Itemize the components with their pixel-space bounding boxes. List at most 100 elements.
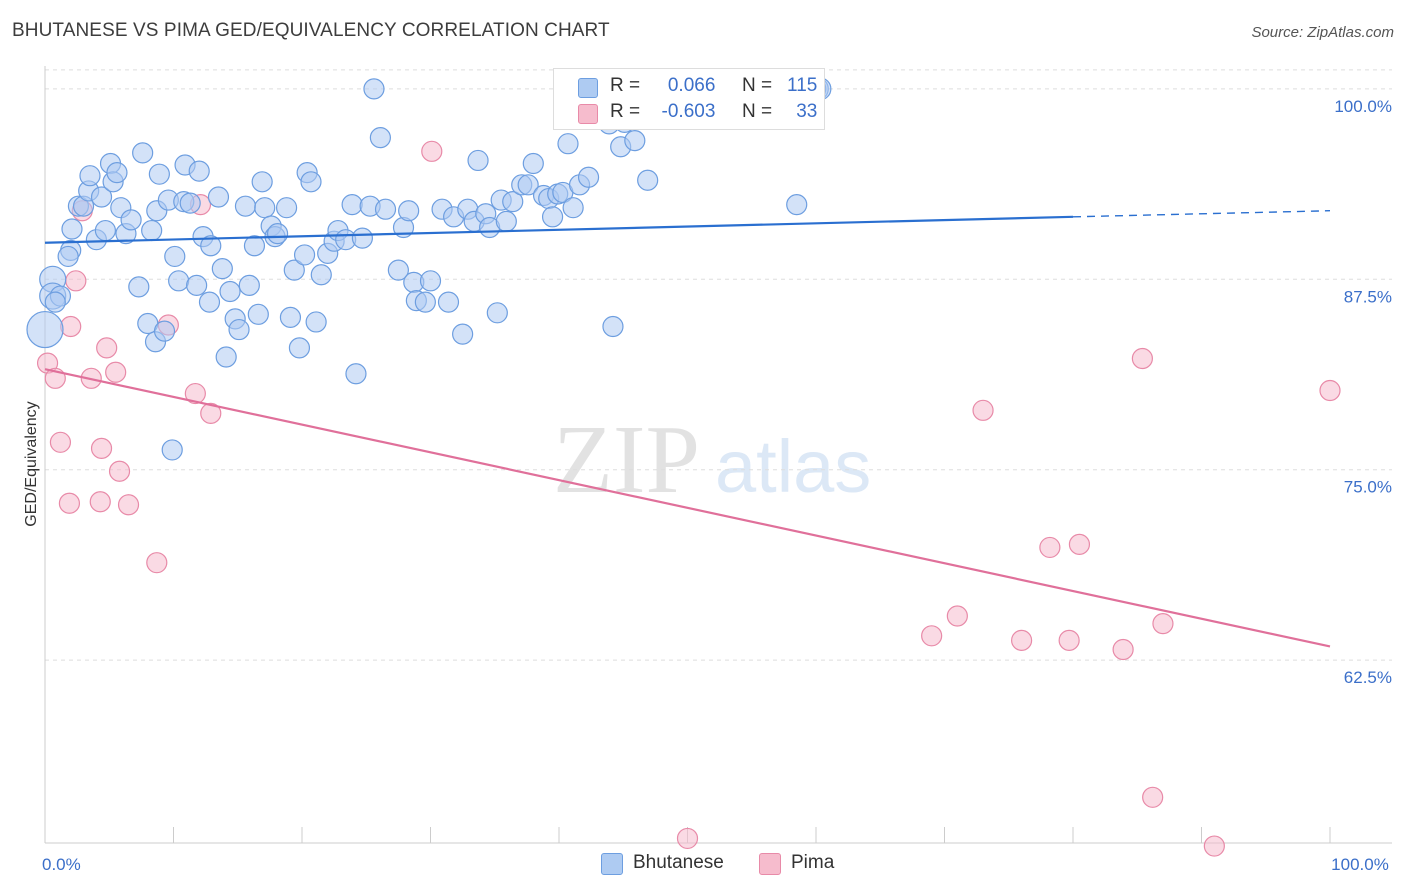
y-tick-label: 75.0%	[1344, 478, 1392, 497]
bhutanese-point	[164, 245, 186, 268]
bhutanese-point	[517, 174, 539, 196]
bhutanese-point	[341, 194, 363, 216]
n-label: N =	[741, 75, 773, 96]
bhutanese-point	[502, 190, 524, 213]
y-tick-label: 62.5%	[1344, 668, 1392, 687]
n-value: 33	[796, 101, 818, 122]
bhutanese-point	[26, 310, 64, 349]
bhutanese-point	[186, 274, 208, 296]
bhutanese-trend-line	[44, 215, 1074, 244]
bhutanese-point	[168, 270, 190, 292]
bhutanese-point	[387, 259, 409, 281]
bhutanese-point	[310, 264, 332, 286]
bhutanese-point	[207, 186, 230, 208]
bhutanese-point	[275, 197, 298, 219]
watermark-atlas: atlas	[715, 425, 871, 508]
bhutanese-point	[106, 162, 128, 184]
bhutanese-point	[57, 245, 79, 268]
bhutanese-point	[153, 320, 176, 342]
bhutanese-point	[602, 315, 624, 338]
tick-labels: 100.0% 87.5% 75.0% 62.5% 0.0% 100.0%	[42, 97, 1392, 874]
pima-point	[60, 315, 82, 338]
source-label: Source: ZipAtlas.com	[1251, 24, 1394, 41]
bhutanese-legend-swatch	[601, 853, 623, 875]
bhutanese-point	[254, 197, 276, 219]
bhutanese-point	[374, 198, 397, 220]
bhutanese-point	[61, 218, 83, 240]
bhutanese-point	[243, 235, 266, 257]
bhutanese-point	[577, 166, 600, 188]
pima-point	[1039, 536, 1061, 559]
bhutanese-point	[79, 165, 101, 187]
bhutanese-point	[557, 133, 579, 155]
bhutanese-point	[94, 219, 116, 242]
bhutanese-point	[562, 197, 584, 219]
bhutanese-point	[179, 192, 201, 214]
bhutanese-point	[398, 200, 420, 222]
bhutanese-point	[369, 127, 391, 149]
watermark-zip: ZIP	[553, 406, 700, 514]
bhutanese-point	[198, 291, 221, 313]
pima-point	[117, 494, 140, 516]
n-label: N =	[741, 101, 773, 122]
pima-point	[184, 382, 206, 405]
bhutanese-point	[132, 142, 154, 164]
bhutanese-point	[161, 439, 183, 461]
bhutanese-point	[228, 318, 250, 341]
pima-point	[65, 270, 87, 292]
pima-point	[946, 605, 968, 627]
y-tick-label: 100.0%	[1334, 97, 1392, 116]
n-value: 115	[787, 75, 818, 96]
bhutanese-point	[141, 219, 163, 242]
pima-point	[90, 437, 113, 460]
pima-point	[108, 460, 131, 482]
trend-lines	[44, 210, 1331, 648]
bhutanese-point	[363, 78, 385, 100]
bhutanese-trend-extension	[1072, 210, 1331, 218]
pima-point	[58, 492, 81, 514]
pima-trend-line	[44, 368, 1331, 648]
watermark: ZIP atlas	[553, 406, 871, 514]
bhutanese-point	[211, 258, 233, 280]
pima-point	[972, 399, 994, 421]
bhutanese-point	[251, 171, 273, 193]
bhutanese-point	[486, 302, 508, 324]
pima-point	[1010, 629, 1033, 651]
bhutanese-point	[44, 291, 66, 313]
r-value: 0.066	[667, 75, 716, 96]
pima-point	[146, 552, 168, 574]
pima-point	[1058, 629, 1080, 651]
bhutanese-point	[266, 222, 289, 245]
y-tick-label: 87.5%	[1344, 287, 1392, 306]
bhutanese-point	[234, 195, 257, 217]
stats-legend: R = 0.066 N = 115 R = -0.603 N = 33	[553, 68, 825, 130]
bhutanese-point	[541, 206, 564, 228]
pima-point	[105, 361, 127, 383]
pima-point	[921, 625, 943, 647]
pima-point	[49, 431, 72, 453]
bhutanese-point	[120, 209, 142, 231]
x-tick-label: 0.0%	[42, 855, 81, 874]
pima-point	[1131, 347, 1153, 370]
bhutanese-point	[414, 291, 436, 313]
bhutanese-point	[522, 152, 544, 175]
pima-point	[89, 491, 111, 513]
bhutanese-point	[247, 303, 269, 325]
bhutanese-points	[26, 75, 832, 461]
grid-lines	[45, 69, 1392, 661]
bhutanese-point	[215, 346, 237, 368]
bhutanese-point	[279, 306, 302, 328]
bhutanese-point	[437, 291, 460, 313]
pima-points	[36, 140, 1341, 857]
bhutanese-point	[351, 227, 373, 249]
pima-point	[421, 140, 443, 162]
legend-label-pima: Pima	[791, 852, 835, 873]
r-label: R =	[610, 75, 641, 96]
bhutanese-point	[288, 337, 311, 359]
pima-point	[1112, 638, 1134, 661]
bhutanese-point	[90, 186, 113, 208]
bhutanese-point	[637, 169, 659, 191]
bhutanese-point	[238, 274, 260, 296]
r-label: R =	[610, 101, 641, 122]
